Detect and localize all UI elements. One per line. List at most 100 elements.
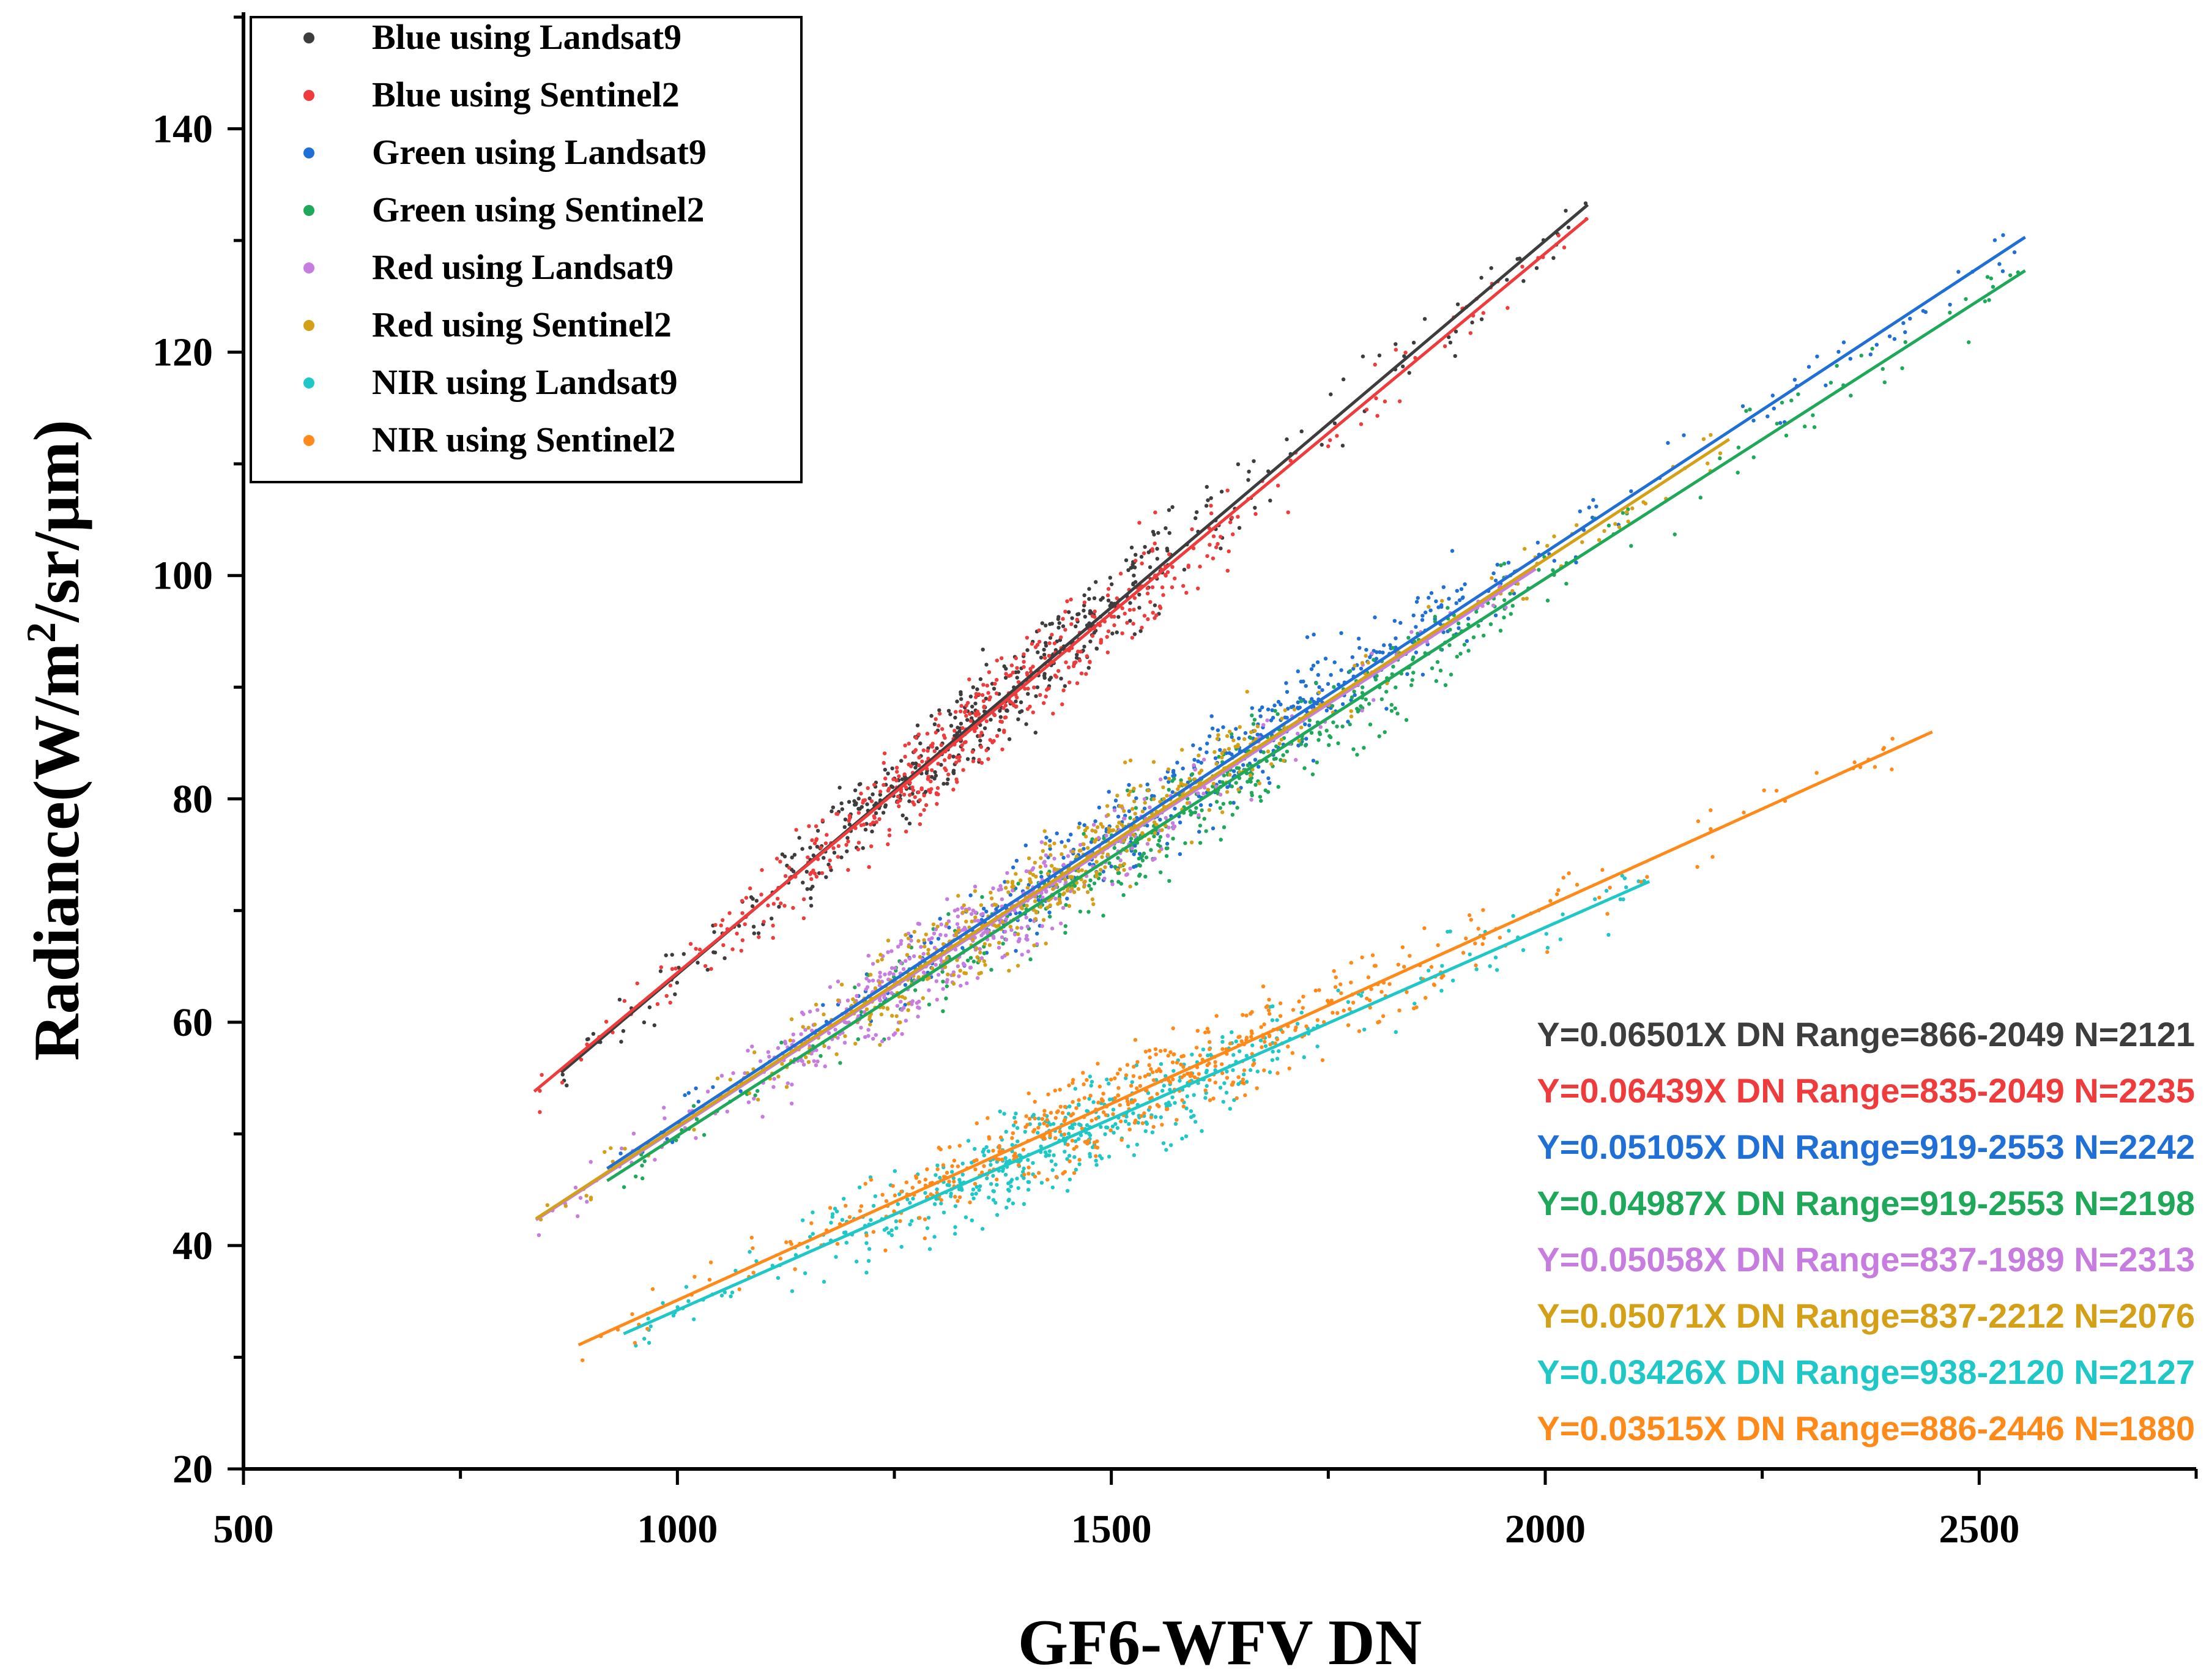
data-point [855,994,859,998]
data-point [959,690,963,694]
data-point [881,811,886,815]
data-point [1263,1044,1268,1049]
data-point [1339,631,1343,636]
data-point [839,983,844,987]
data-point [1901,321,1906,325]
data-point [867,1017,872,1022]
data-point [1389,708,1394,713]
data-point [1150,585,1155,590]
data-point [1014,656,1019,661]
data-point [1151,1078,1156,1082]
data-point [871,820,875,825]
data-point [1400,945,1405,950]
data-point [1083,834,1088,839]
x-tick-label-2500: 2500 [1939,1507,2019,1552]
data-point [1014,949,1018,953]
data-point [947,1183,951,1188]
data-point [1049,853,1053,857]
data-point [956,914,960,919]
data-point [1042,829,1047,833]
data-point [1074,656,1079,660]
data-point [980,1227,985,1231]
data-point [981,699,986,704]
data-point [831,846,836,850]
data-point [791,869,796,874]
data-point [853,802,858,807]
data-point [1013,1151,1017,1156]
data-point [722,956,727,961]
data-point [1323,656,1328,661]
data-point [845,836,850,840]
data-point [1287,1066,1291,1071]
data-point [889,991,894,995]
data-point [1196,791,1200,795]
data-point [927,988,931,992]
data-point [1062,1132,1067,1137]
data-point [1468,331,1472,335]
data-point [1219,489,1224,494]
data-point [913,765,918,770]
data-point [1060,852,1064,857]
data-point [1045,1177,1050,1182]
data-point [1093,609,1097,614]
data-point [1047,653,1052,658]
data-point [1269,762,1274,767]
data-point [1422,926,1427,931]
data-point [1416,596,1420,600]
data-point [1061,688,1066,693]
data-point [1253,757,1258,762]
y-axis-title-superscript: 2 [18,622,64,643]
data-point [992,902,997,907]
data-point [973,889,978,893]
data-point [890,766,894,771]
data-point [1890,737,1895,741]
data-point [1119,822,1124,827]
data-point [1194,806,1198,810]
data-point [620,1146,624,1151]
data-point [1439,647,1443,652]
data-point [920,759,924,764]
data-point [918,1216,922,1220]
data-point [828,1206,833,1210]
data-point [946,912,951,916]
data-point [1382,643,1386,647]
data-point [904,959,908,963]
data-point [1222,748,1227,753]
data-point [978,946,982,951]
legend-marker-1 [303,90,314,101]
data-point [748,1250,752,1254]
data-point [840,807,845,811]
data-point [1082,885,1086,889]
data-point [1556,888,1561,893]
data-point [1153,831,1157,836]
data-point [1208,1098,1212,1102]
data-point [1180,1136,1184,1141]
data-point [715,1076,720,1080]
data-point [1275,1037,1280,1042]
data-point [1093,830,1098,834]
data-point [1143,1074,1148,1079]
data-point [618,1151,623,1156]
data-point [661,1301,665,1305]
data-point [708,1260,713,1265]
data-point [874,820,878,824]
data-point [1033,730,1038,735]
data-point [1317,685,1321,689]
data-point [1099,1097,1104,1101]
data-point [1181,1065,1186,1069]
data-point [1015,1126,1020,1130]
data-point [1488,964,1492,968]
data-point [692,1274,697,1279]
data-point [1033,1175,1038,1179]
data-point [957,1195,962,1200]
data-point [1191,743,1195,748]
data-point [1502,562,1507,566]
data-point [1236,1035,1241,1039]
data-point [1204,504,1209,508]
data-point [804,1055,808,1060]
data-point [1172,776,1176,781]
data-point [1225,1076,1230,1080]
data-point [998,1109,1002,1113]
data-point [1460,596,1465,600]
data-point [1077,1098,1081,1102]
